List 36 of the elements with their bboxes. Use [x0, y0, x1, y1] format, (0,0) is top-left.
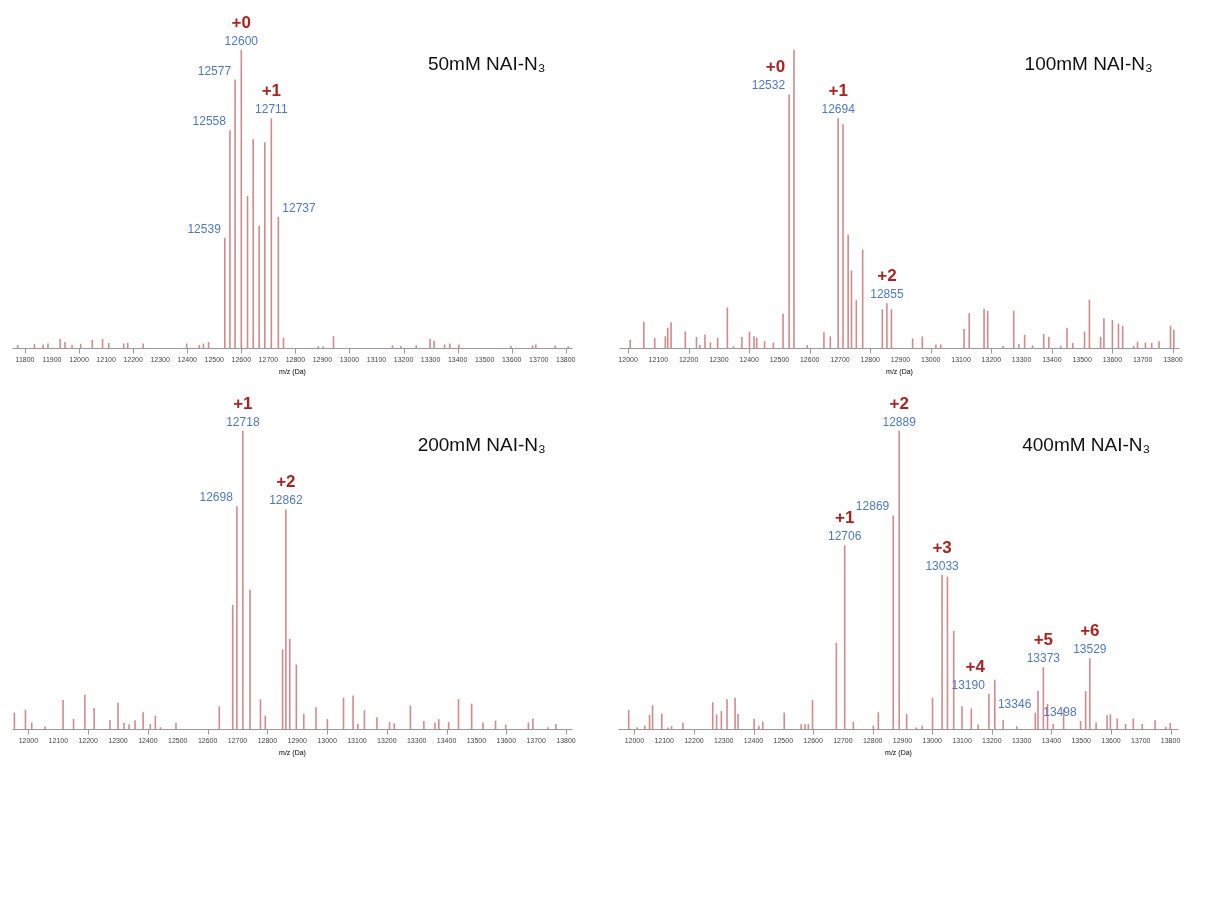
- annotation: 12600: [224, 33, 259, 48]
- chart-title: 200mM NAI-N₃: [417, 434, 546, 455]
- annotation: 12539: [187, 221, 222, 236]
- chart-title: 100mM NAI-N₃: [1024, 53, 1153, 74]
- annotation: +2: [877, 266, 897, 286]
- annotation: +1: [834, 508, 855, 528]
- annotation: 13033: [925, 558, 960, 573]
- annotation: 12694: [821, 102, 856, 117]
- annotation: +4: [965, 657, 986, 677]
- annotation: 12737: [282, 200, 317, 215]
- annotation: 12718: [226, 414, 260, 429]
- annotation: +0: [765, 57, 786, 77]
- annotation: 12711: [255, 102, 288, 117]
- annotation: +2: [889, 393, 909, 413]
- annotation: +1: [233, 393, 253, 413]
- annotation: 13373: [1026, 651, 1061, 666]
- annotation: +1: [828, 81, 848, 101]
- annotation: 12532: [751, 78, 786, 93]
- annotation: +6: [1080, 621, 1100, 641]
- annotation: +0: [231, 12, 251, 32]
- chart-title: 50mM NAI-N₃: [427, 53, 546, 74]
- annotation: 12862: [269, 493, 303, 508]
- chart-title: 400mM NAI-N₃: [1022, 434, 1151, 455]
- annotation: 12698: [199, 490, 234, 505]
- annotation: 12577: [197, 63, 232, 78]
- annotation: +1: [261, 81, 282, 101]
- annotation: 12706: [827, 529, 862, 544]
- annotation: 12889: [882, 414, 917, 429]
- annotation: 12558: [192, 114, 227, 129]
- annotation: 13529: [1073, 642, 1107, 657]
- annotation: +5: [1033, 630, 1054, 650]
- annotation: 12869: [855, 499, 890, 514]
- annotation: +2: [276, 472, 296, 492]
- annotation: 12855: [870, 287, 904, 302]
- annotation: 13346: [997, 696, 1032, 711]
- annotation: +3: [932, 537, 952, 557]
